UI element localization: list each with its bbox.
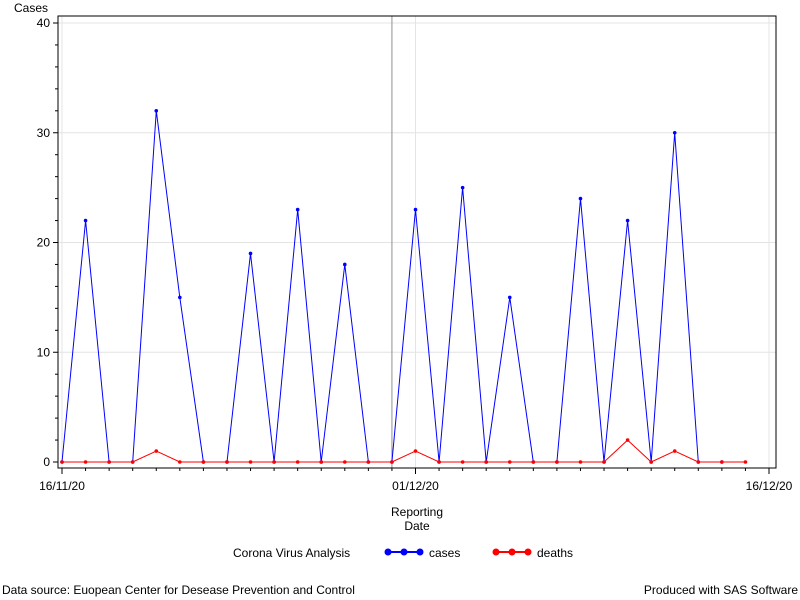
software-credit: Produced with SAS Software xyxy=(643,583,798,597)
deaths-data-point xyxy=(225,460,229,464)
deaths-data-point xyxy=(366,460,371,464)
deaths-data-point xyxy=(295,460,300,464)
deaths-data-point xyxy=(555,460,559,464)
deaths-data-point xyxy=(507,460,512,464)
deaths-data-point xyxy=(578,460,583,464)
y-tick-label: 30 xyxy=(37,126,51,140)
y-tick-label: 40 xyxy=(37,16,51,30)
deaths-data-point xyxy=(178,460,182,464)
deaths-data-point xyxy=(248,460,253,464)
deaths-data-point xyxy=(625,438,630,442)
legend-title: Corona Virus Analysis xyxy=(233,546,350,560)
x-axis-label: Date xyxy=(404,519,430,533)
legend-deaths-marker xyxy=(524,548,532,556)
x-tick-label: 16/11/20 xyxy=(39,479,85,493)
legend-deaths-marker xyxy=(492,548,500,556)
cases-data-point xyxy=(83,218,88,223)
legend-cases-label: cases xyxy=(429,546,460,560)
deaths-data-point xyxy=(649,460,653,464)
cases-data-point xyxy=(460,185,465,190)
cases-data-point xyxy=(413,207,418,212)
legend-deaths-label: deaths xyxy=(537,546,573,560)
deaths-data-point xyxy=(130,460,135,464)
x-tick-label: 16/12/20 xyxy=(746,479,793,493)
deaths-data-point xyxy=(60,460,64,464)
y-tick-label: 20 xyxy=(37,236,51,250)
y-axis-label: Cases xyxy=(14,1,48,15)
x-axis-label: Reporting xyxy=(391,505,443,519)
legend-cases-marker xyxy=(384,548,392,556)
cases-data-point xyxy=(248,251,253,256)
cases-data-point xyxy=(672,130,677,135)
deaths-data-point xyxy=(531,460,536,464)
deaths-data-point xyxy=(720,460,724,464)
cases-data-point xyxy=(178,295,182,300)
x-tick-label: 01/12/20 xyxy=(392,479,439,493)
deaths-series-line xyxy=(62,439,746,463)
legend-deaths-marker xyxy=(508,548,516,556)
deaths-data-point xyxy=(201,460,206,464)
cases-data-point xyxy=(295,207,300,212)
y-tick-label: 10 xyxy=(37,345,51,359)
cases-data-point xyxy=(578,196,583,201)
deaths-data-point xyxy=(743,460,748,464)
cases-data-point xyxy=(343,262,347,267)
deaths-data-point xyxy=(672,449,677,453)
legend-cases-marker xyxy=(416,548,424,556)
legend-cases-marker xyxy=(400,548,408,556)
deaths-data-point xyxy=(390,460,394,464)
deaths-data-point xyxy=(343,460,347,464)
y-tick-label: 0 xyxy=(43,455,50,469)
deaths-data-point xyxy=(83,460,88,464)
data-source-note: Data source: Euopean Center for Desease … xyxy=(2,583,355,597)
deaths-data-point xyxy=(484,460,489,464)
deaths-data-point xyxy=(460,460,465,464)
deaths-data-point xyxy=(107,460,111,464)
cases-data-point xyxy=(507,295,512,300)
deaths-data-point xyxy=(319,460,324,464)
deaths-data-point xyxy=(602,460,606,464)
deaths-data-point xyxy=(413,449,418,453)
deaths-data-point xyxy=(272,460,276,464)
deaths-data-point xyxy=(154,449,159,453)
cases-data-point xyxy=(625,218,630,223)
deaths-data-point xyxy=(696,460,701,464)
deaths-data-point xyxy=(437,460,441,464)
cases-data-point xyxy=(154,109,159,113)
